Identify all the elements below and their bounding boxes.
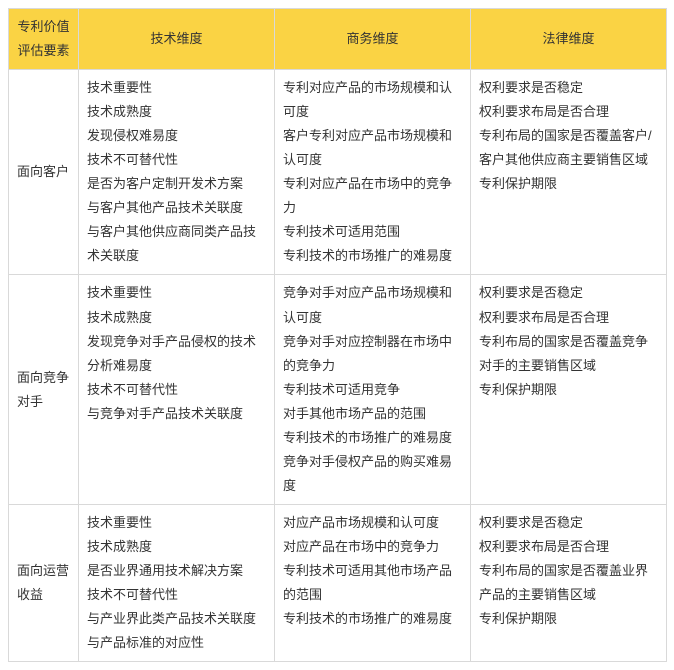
cell-line: 对应产品市场规模和认可度 <box>283 511 462 535</box>
cell-line: 对应产品在市场中的竞争力 <box>283 535 462 559</box>
cell-line: 专利对应产品的市场规模和认可度 <box>283 76 462 124</box>
header-tech: 技术维度 <box>79 9 275 70</box>
cell-line: 专利布局的国家是否覆盖业界产品的主要销售区域 <box>479 559 658 607</box>
cell-biz: 对应产品市场规模和认可度对应产品在市场中的竞争力专利技术可适用其他市场产品的范围… <box>275 504 471 661</box>
row-label: 面向运营收益 <box>9 504 79 661</box>
header-element: 专利价值评估要素 <box>9 9 79 70</box>
table-row: 面向竞争对手技术重要性技术成熟度发现竞争对手产品侵权的技术分析难易度技术不可替代… <box>9 275 667 504</box>
cell-line: 专利技术的市场推广的难易度 <box>283 426 462 450</box>
cell-biz: 竞争对手对应产品市场规模和认可度竞争对手对应控制器在市场中的竞争力专利技术可适用… <box>275 275 471 504</box>
cell-line: 与客户其他产品技术关联度 <box>87 196 266 220</box>
cell-line: 发现侵权难易度 <box>87 124 266 148</box>
table-body: 面向客户技术重要性技术成熟度发现侵权难易度技术不可替代性是否为客户定制开发术方案… <box>9 70 667 662</box>
header-biz: 商务维度 <box>275 9 471 70</box>
cell-law: 权利要求是否稳定权利要求布局是否合理专利布局的国家是否覆盖业界产品的主要销售区域… <box>471 504 667 661</box>
table-row: 面向客户技术重要性技术成熟度发现侵权难易度技术不可替代性是否为客户定制开发术方案… <box>9 70 667 275</box>
cell-line: 专利保护期限 <box>479 172 658 196</box>
cell-line: 发现竞争对手产品侵权的技术分析难易度 <box>87 330 266 378</box>
cell-line: 专利对应产品在市场中的竞争力 <box>283 172 462 220</box>
cell-line: 专利保护期限 <box>479 607 658 631</box>
cell-line: 权利要求是否稳定 <box>479 76 658 100</box>
cell-line: 技术重要性 <box>87 281 266 305</box>
cell-line: 竞争对手对应产品市场规模和认可度 <box>283 281 462 329</box>
cell-line: 对手其他市场产品的范围 <box>283 402 462 426</box>
cell-line: 专利保护期限 <box>479 378 658 402</box>
cell-line: 与竞争对手产品技术关联度 <box>87 402 266 426</box>
cell-line: 技术重要性 <box>87 76 266 100</box>
table-header-row: 专利价值评估要素 技术维度 商务维度 法律维度 <box>9 9 667 70</box>
cell-line: 与客户其他供应商同类产品技术关联度 <box>87 220 266 268</box>
cell-line: 技术不可替代性 <box>87 148 266 172</box>
cell-line: 技术不可替代性 <box>87 583 266 607</box>
cell-line: 竞争对手对应控制器在市场中的竞争力 <box>283 330 462 378</box>
row-label: 面向竞争对手 <box>9 275 79 504</box>
cell-law: 权利要求是否稳定权利要求布局是否合理专利布局的国家是否覆盖竞争对手的主要销售区域… <box>471 275 667 504</box>
cell-line: 是否业界通用技术解决方案 <box>87 559 266 583</box>
cell-line: 竞争对手侵权产品的购买难易度 <box>283 450 462 498</box>
table-row: 面向运营收益技术重要性技术成熟度是否业界通用技术解决方案技术不可替代性与产业界此… <box>9 504 667 661</box>
cell-biz: 专利对应产品的市场规模和认可度客户专利对应产品市场规模和认可度专利对应产品在市场… <box>275 70 471 275</box>
cell-law: 权利要求是否稳定权利要求布局是否合理专利布局的国家是否覆盖客户/客户其他供应商主… <box>471 70 667 275</box>
cell-tech: 技术重要性技术成熟度发现侵权难易度技术不可替代性是否为客户定制开发术方案与客户其… <box>79 70 275 275</box>
cell-line: 技术重要性 <box>87 511 266 535</box>
patent-value-table: 专利价值评估要素 技术维度 商务维度 法律维度 面向客户技术重要性技术成熟度发现… <box>8 8 667 662</box>
cell-line: 客户专利对应产品市场规模和认可度 <box>283 124 462 172</box>
cell-line: 技术不可替代性 <box>87 378 266 402</box>
header-law: 法律维度 <box>471 9 667 70</box>
cell-line: 权利要求布局是否合理 <box>479 535 658 559</box>
cell-line: 权利要求是否稳定 <box>479 511 658 535</box>
cell-tech: 技术重要性技术成熟度是否业界通用技术解决方案技术不可替代性与产业界此类产品技术关… <box>79 504 275 661</box>
cell-line: 专利技术可适用竞争 <box>283 378 462 402</box>
cell-line: 是否为客户定制开发术方案 <box>87 172 266 196</box>
cell-tech: 技术重要性技术成熟度发现竞争对手产品侵权的技术分析难易度技术不可替代性与竞争对手… <box>79 275 275 504</box>
cell-line: 与产品标准的对应性 <box>87 631 266 655</box>
cell-line: 技术成熟度 <box>87 535 266 559</box>
cell-line: 专利技术的市场推广的难易度 <box>283 607 462 631</box>
cell-line: 技术成熟度 <box>87 100 266 124</box>
cell-line: 专利技术可适用范围 <box>283 220 462 244</box>
cell-line: 权利要求布局是否合理 <box>479 306 658 330</box>
cell-line: 专利布局的国家是否覆盖客户/客户其他供应商主要销售区域 <box>479 124 658 172</box>
cell-line: 专利布局的国家是否覆盖竞争对手的主要销售区域 <box>479 330 658 378</box>
row-label: 面向客户 <box>9 70 79 275</box>
cell-line: 权利要求布局是否合理 <box>479 100 658 124</box>
cell-line: 专利技术的市场推广的难易度 <box>283 244 462 268</box>
cell-line: 技术成熟度 <box>87 306 266 330</box>
cell-line: 权利要求是否稳定 <box>479 281 658 305</box>
cell-line: 专利技术可适用其他市场产品的范围 <box>283 559 462 607</box>
cell-line: 与产业界此类产品技术关联度 <box>87 607 266 631</box>
